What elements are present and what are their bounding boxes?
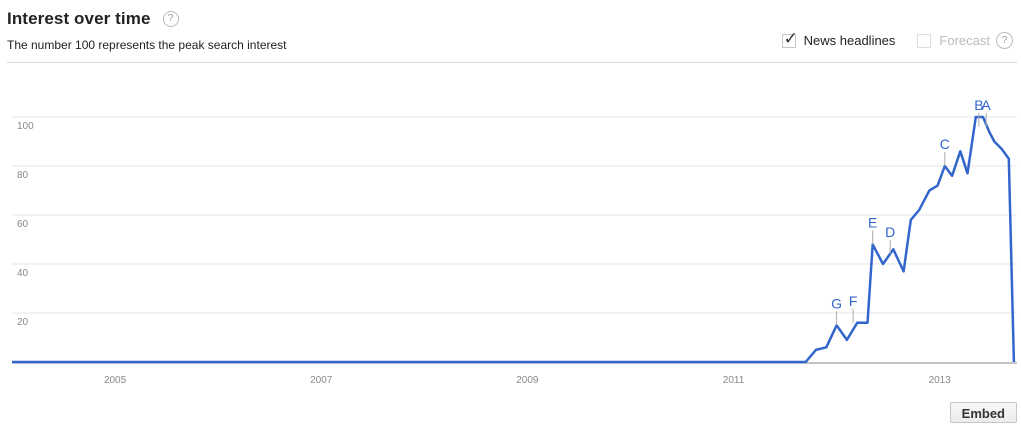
annotation-label-d: D xyxy=(885,224,895,240)
x-tick-label: 2009 xyxy=(516,375,539,386)
x-tick-label: 2007 xyxy=(310,375,333,386)
chart-controls: ✓ News headlines Forecast ? xyxy=(781,29,1013,49)
forecast-label[interactable]: Forecast xyxy=(939,33,990,48)
x-tick-label: 2005 xyxy=(104,375,127,386)
forecast-help-icon[interactable]: ? xyxy=(996,32,1013,49)
news-headlines-checkbox[interactable]: ✓ xyxy=(781,29,798,48)
y-tick-label: 80 xyxy=(17,170,29,181)
forecast-checkbox[interactable] xyxy=(917,33,932,48)
embed-button[interactable]: Embed xyxy=(949,402,1017,423)
chart-subtitle: The number 100 represents the peak searc… xyxy=(7,38,287,52)
y-tick-label: 40 xyxy=(17,268,29,279)
help-icon[interactable]: ? xyxy=(162,11,179,27)
header-divider xyxy=(7,62,1017,63)
chart-title: Interest over time xyxy=(7,9,151,28)
chart-header: Interest over time ? xyxy=(7,6,179,32)
series-line xyxy=(12,115,1016,364)
y-tick-label: 20 xyxy=(17,317,29,328)
annotation-label-a: A xyxy=(981,97,991,113)
x-tick-label: 2013 xyxy=(929,375,952,386)
news-headlines-label[interactable]: News headlines xyxy=(803,33,896,48)
x-tick-label: 2011 xyxy=(723,375,745,386)
checkmark-icon: ✓ xyxy=(783,28,798,48)
annotation-label-e: E xyxy=(868,214,877,230)
annotation-label-f: F xyxy=(849,293,858,309)
y-tick-label: 100 xyxy=(17,121,34,132)
y-tick-label: 60 xyxy=(17,219,29,230)
annotation-label-c: C xyxy=(940,136,950,152)
annotation-label-b: B xyxy=(974,97,983,113)
annotation-label-g: G xyxy=(831,295,842,311)
